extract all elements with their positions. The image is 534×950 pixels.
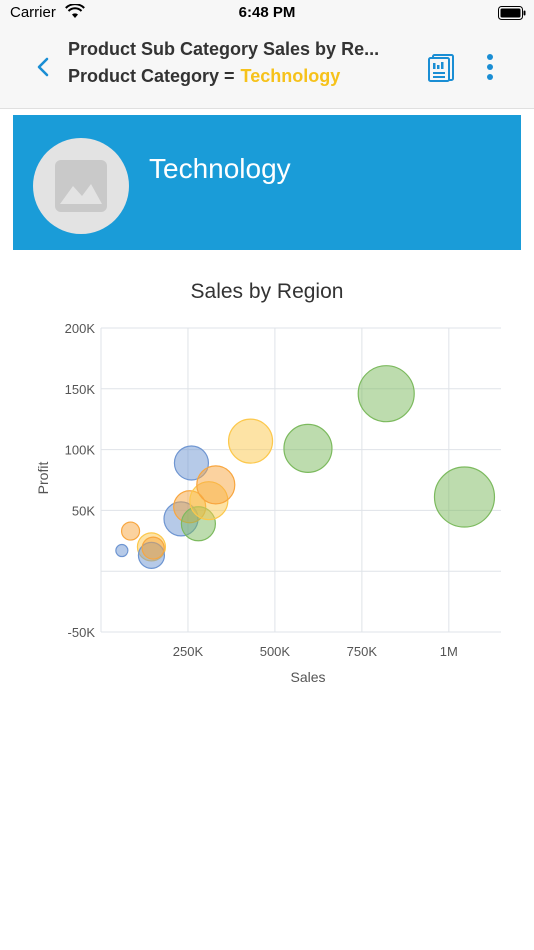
filter-line: Product Category = Technology — [68, 66, 340, 87]
bubble-point — [283, 423, 333, 473]
bubble-point — [115, 543, 129, 558]
banner-title: Technology — [149, 153, 291, 184]
back-chevron-icon[interactable] — [32, 55, 56, 79]
image-placeholder-icon — [55, 160, 107, 212]
clock: 6:48 PM — [238, 4, 296, 21]
x-axis-label: Sales — [290, 669, 325, 685]
battery-icon — [498, 6, 526, 20]
bubble-point — [196, 465, 236, 505]
report-icon[interactable] — [426, 52, 458, 84]
page-title: Product Sub Category Sales by Re... — [68, 39, 380, 59]
filter-value: Technology — [240, 66, 341, 86]
y-tick-label: 100K — [65, 443, 96, 458]
y-tick-label: -50K — [68, 625, 96, 640]
y-tick-label: 50K — [72, 503, 95, 518]
x-tick-label: 250K — [173, 644, 204, 659]
bubble-point — [173, 445, 210, 481]
bubble-point — [357, 365, 415, 423]
avatar — [33, 138, 129, 234]
carrier-label: Carrier — [10, 4, 56, 21]
x-tick-label: 1M — [440, 644, 458, 659]
bubble-point — [227, 418, 274, 464]
bubble-point — [433, 466, 496, 528]
filter-label: Product Category = — [68, 66, 235, 86]
status-bar: Carrier 6:48 PM — [0, 0, 534, 26]
bubble-point — [141, 536, 165, 560]
y-axis-label: Profit — [35, 462, 51, 495]
more-options-icon[interactable] — [480, 52, 500, 84]
bubble-point — [120, 521, 141, 541]
chart-title: Sales by Region — [190, 280, 344, 303]
bubble-chart: -50K 50K 100K 150K 200K 250K 500K 750K 1M Sales Pr… — [35, 321, 501, 685]
navigation-header: Product Sub Category Sales by Re... Prod… — [0, 26, 534, 109]
wifi-icon — [65, 4, 85, 18]
x-tick-label: 750K — [347, 644, 378, 659]
category-banner: Technology — [13, 115, 521, 250]
y-tick-label: 150K — [65, 382, 96, 397]
x-tick-label: 500K — [260, 644, 291, 659]
y-tick-label: 200K — [65, 321, 96, 336]
